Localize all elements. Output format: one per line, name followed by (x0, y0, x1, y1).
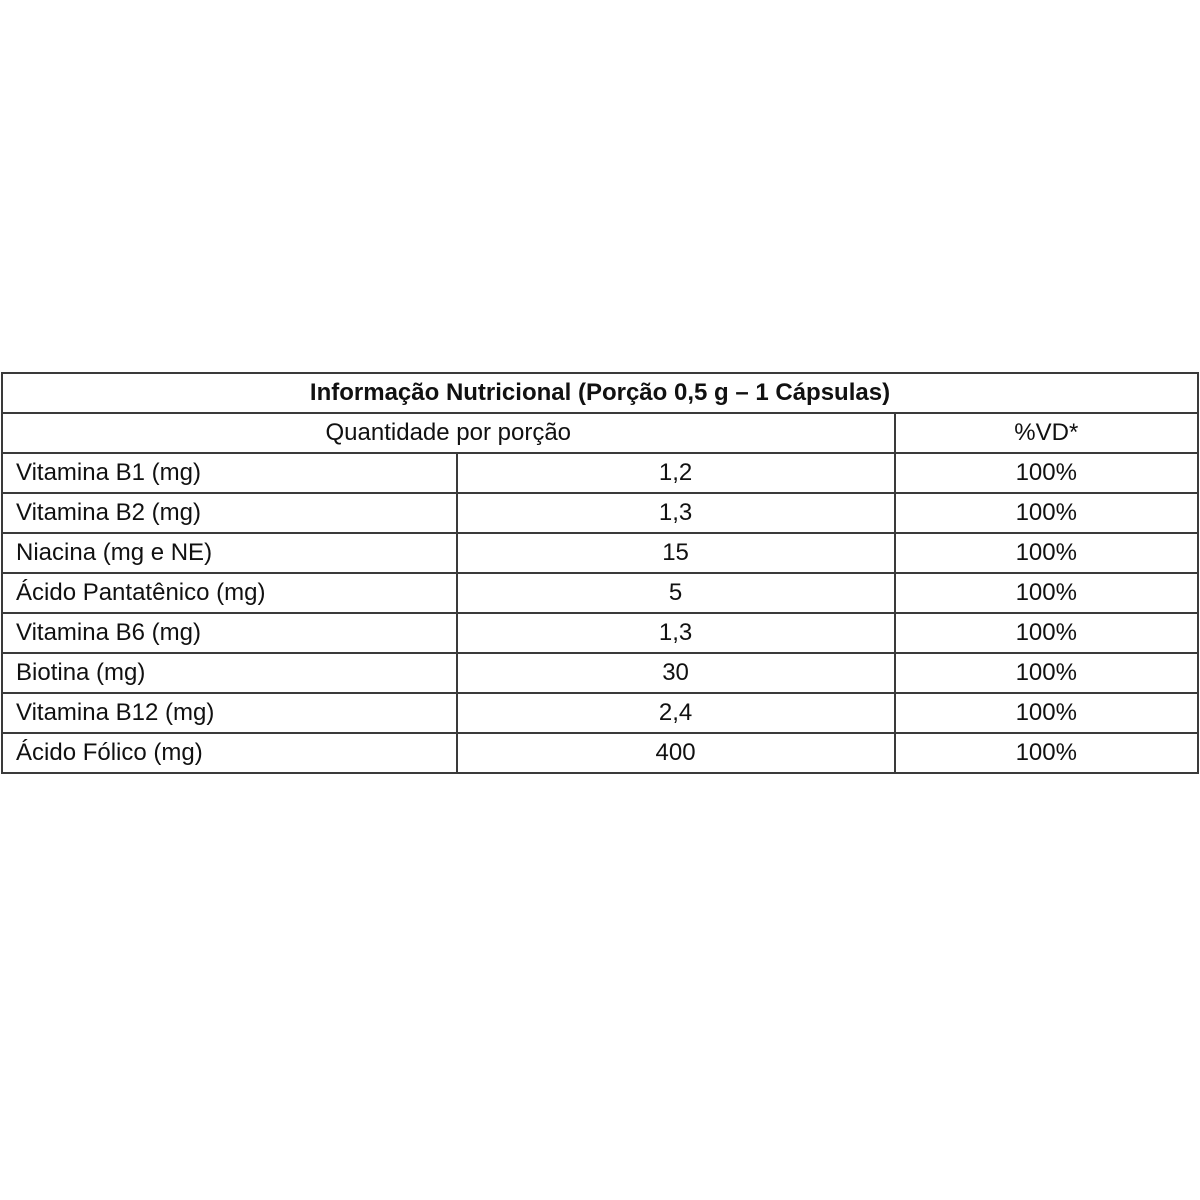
table-row: Ácido Fólico (mg) 400 100% (1, 732, 1200, 774)
nutrient-amount: 1,3 (455, 492, 896, 534)
nutrient-name: Niacina (mg e NE) (1, 532, 458, 574)
table-title: Informação Nutricional (Porção 0,5 g – 1… (1, 372, 1199, 414)
table-row: Niacina (mg e NE) 15 100% (1, 532, 1200, 574)
nutrient-dv: 100% (893, 692, 1200, 734)
nutrient-name: Ácido Fólico (mg) (1, 732, 458, 774)
nutrient-dv: 100% (893, 452, 1200, 494)
nutrient-name: Biotina (mg) (1, 652, 458, 694)
table-row: Biotina (mg) 30 100% (1, 652, 1200, 694)
table-row: Vitamina B2 (mg) 1,3 100% (1, 492, 1200, 534)
nutrient-name: Ácido Pantatênico (mg) (1, 572, 458, 614)
nutrient-name: Vitamina B1 (mg) (1, 452, 458, 494)
dv-header: %VD* (893, 412, 1200, 454)
nutrient-amount: 400 (455, 732, 896, 774)
nutrient-dv: 100% (893, 732, 1200, 774)
table-row: Ácido Pantatênico (mg) 5 100% (1, 572, 1200, 614)
nutrient-amount: 30 (455, 652, 896, 694)
nutrient-name: Vitamina B6 (mg) (1, 612, 458, 654)
nutrient-amount: 1,3 (455, 612, 896, 654)
quantity-header: Quantidade por porção (1, 412, 896, 454)
nutrient-dv: 100% (893, 532, 1200, 574)
nutrient-name: Vitamina B12 (mg) (1, 692, 458, 734)
nutrition-table: Informação Nutricional (Porção 0,5 g – 1… (1, 372, 1200, 774)
nutrient-amount: 1,2 (455, 452, 896, 494)
table-row: Vitamina B12 (mg) 2,4 100% (1, 692, 1200, 734)
nutrient-amount: 2,4 (455, 692, 896, 734)
nutrient-dv: 100% (893, 572, 1200, 614)
nutrient-name: Vitamina B2 (mg) (1, 492, 458, 534)
nutrient-dv: 100% (893, 612, 1200, 654)
table-row: Vitamina B6 (mg) 1,3 100% (1, 612, 1200, 654)
table-row: Vitamina B1 (mg) 1,2 100% (1, 452, 1200, 494)
nutrient-dv: 100% (893, 652, 1200, 694)
title-row: Informação Nutricional (Porção 0,5 g – 1… (1, 372, 1199, 414)
nutrient-amount: 15 (455, 532, 896, 574)
nutrient-dv: 100% (893, 492, 1200, 534)
header-row: Quantidade por porção %VD* (1, 412, 1200, 454)
nutrient-amount: 5 (455, 572, 896, 614)
